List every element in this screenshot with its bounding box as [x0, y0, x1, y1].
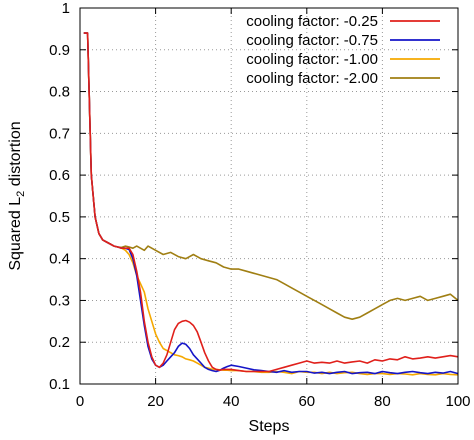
y-tick-label: 0.7 — [49, 125, 70, 142]
legend-label: cooling factor: -0.25 — [246, 13, 378, 30]
y-tick-label: 1 — [62, 0, 70, 17]
x-tick-label: 0 — [76, 393, 84, 410]
x-tick-label: 100 — [445, 393, 470, 410]
y-tick-label: 0.6 — [49, 167, 70, 184]
legend-label: cooling factor: -1.00 — [246, 51, 378, 68]
x-tick-label: 40 — [223, 393, 240, 410]
axis-ticks: 0 20 40 60 80 100 0.1 0.2 0.3 0.4 0.5 0.6 0.7 0.8 0.9 1 — [49, 0, 470, 410]
y-axis-label: Squared L2 distortion — [7, 121, 27, 270]
y-tick-label: 0.4 — [49, 251, 70, 268]
legend: cooling factor: -0.25 cooling factor: -0.… — [246, 13, 440, 87]
series-line — [83, 32, 459, 376]
grid — [80, 8, 458, 384]
series-lines — [83, 32, 459, 376]
y-tick-label: 0.8 — [49, 84, 70, 101]
plot-frame — [79, 7, 459, 385]
legend-label: cooling factor: -2.00 — [246, 70, 378, 87]
y-tick-label: 0.5 — [49, 209, 70, 226]
x-tick-label: 20 — [147, 393, 164, 410]
y-tick-label: 0.1 — [49, 376, 70, 393]
y-tick-label: 0.2 — [49, 334, 70, 351]
y-tick-label: 0.3 — [49, 292, 70, 309]
legend-label: cooling factor: -0.75 — [246, 32, 378, 49]
x-axis-label: Steps — [249, 418, 290, 435]
x-tick-label: 60 — [298, 393, 315, 410]
y-tick-label: 0.9 — [49, 42, 70, 59]
series-line — [83, 32, 459, 373]
x-tick-label: 80 — [374, 393, 391, 410]
